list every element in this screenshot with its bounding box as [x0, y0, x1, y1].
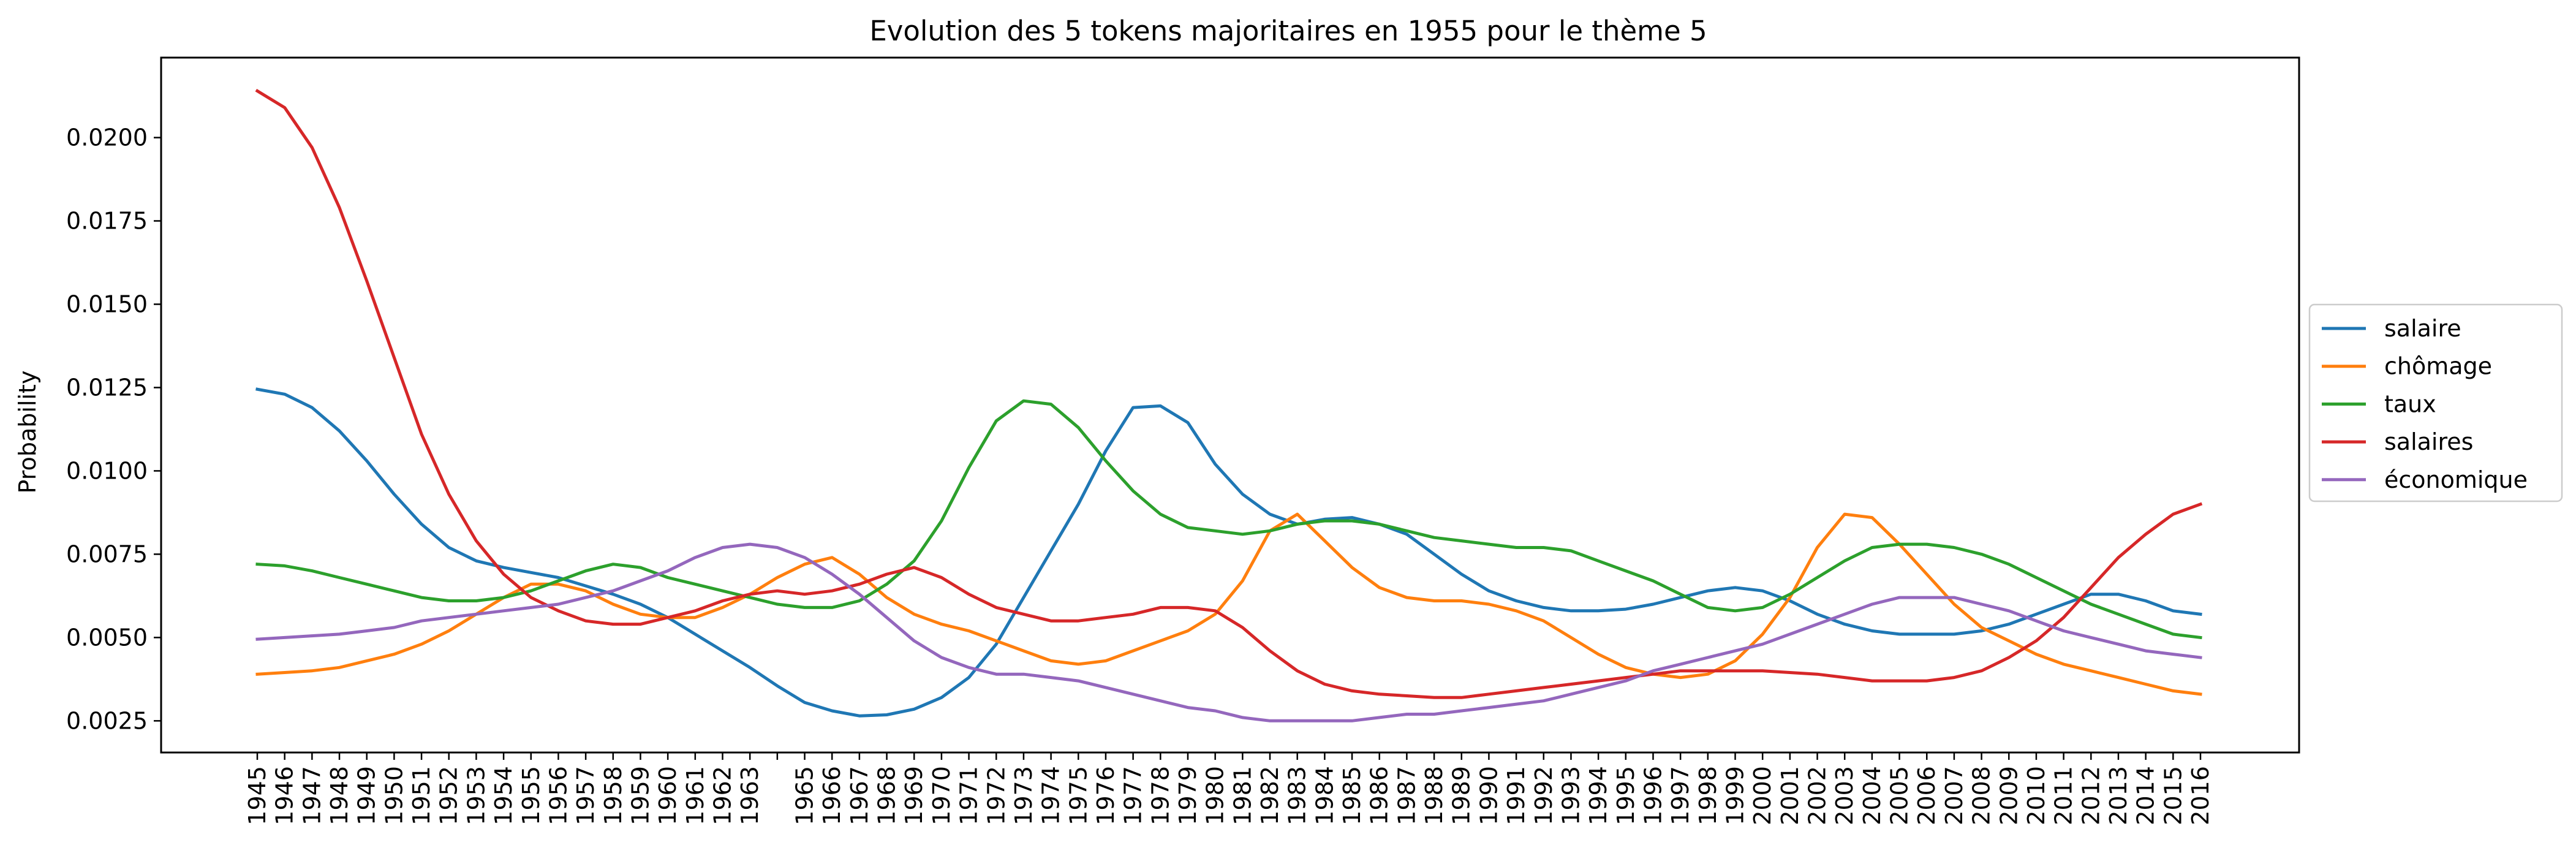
x-tick-label: 1958 [600, 766, 627, 825]
x-tick-label: 2015 [2159, 766, 2186, 825]
x-tick-label: 1961 [682, 766, 709, 825]
x-tick-label: 1945 [244, 766, 271, 825]
legend-label: salaire [2384, 315, 2461, 342]
series-line [255, 399, 2202, 640]
x-tick-label: 2008 [1968, 766, 1995, 825]
x-tick-label: 1969 [901, 766, 927, 825]
x-tick-label: 1950 [380, 766, 407, 825]
x-tick-label: 1981 [1229, 766, 1256, 825]
x-tick-label: 1956 [545, 766, 572, 825]
x-tick-label: 2001 [1777, 766, 1804, 825]
x-tick-label: 1968 [874, 766, 901, 825]
y-tick-label: 0.0125 [66, 374, 148, 401]
x-tick-label: 1975 [1065, 766, 1092, 825]
x-tick-label: 2013 [2105, 766, 2132, 825]
y-tick-label: 0.0075 [66, 540, 148, 567]
chart-title: Evolution des 5 tokens majoritaires en 1… [869, 15, 1707, 47]
x-tick-label: 1962 [709, 766, 736, 825]
x-tick-label: 1966 [818, 766, 845, 825]
x-tick-label: 2002 [1804, 766, 1831, 825]
x-tick-label: 1970 [928, 766, 955, 825]
x-tick-label: 1983 [1284, 766, 1311, 825]
x-tick-label: 1991 [1503, 766, 1530, 825]
x-tick-label: 1948 [326, 766, 353, 825]
x-tick-label: 2011 [2050, 766, 2077, 825]
x-tick-label: 1949 [353, 766, 380, 825]
x-tick-label: 2009 [1995, 766, 2022, 825]
x-tick-label: 1984 [1311, 766, 1338, 825]
x-tick-label: 1955 [518, 766, 545, 825]
x-tick-label: 1960 [654, 766, 681, 825]
x-tick-label: 1977 [1120, 766, 1147, 825]
x-tick-label: 1979 [1174, 766, 1201, 825]
y-tick-label: 0.0050 [66, 624, 148, 651]
x-tick-label: 1972 [983, 766, 1010, 825]
x-tick-label: 1974 [1038, 766, 1065, 825]
y-tick-label: 0.0175 [66, 208, 148, 235]
x-tick-label: 1986 [1366, 766, 1393, 825]
x-tick-label: 2005 [1886, 766, 1913, 825]
x-tick-label: 2014 [2132, 766, 2159, 825]
legend-label: salaires [2384, 428, 2473, 455]
x-axis: 1945 1946 1947 1948 1949 1950 1951 1952 1953 1954… [244, 753, 2214, 825]
y-tick-label: 0.0150 [66, 290, 148, 317]
series-line [255, 512, 2202, 696]
y-axis-label: Probability [14, 371, 41, 494]
x-tick-label: 1971 [956, 766, 983, 825]
x-tick-label: 1963 [736, 766, 763, 825]
x-tick-label: 1946 [271, 766, 298, 825]
x-tick-label: 1989 [1448, 766, 1475, 825]
x-tick-label: 1990 [1475, 766, 1502, 825]
legend-label: chômage [2384, 353, 2492, 380]
x-tick-label: 1947 [298, 766, 325, 825]
legend-label: économique [2384, 466, 2528, 493]
x-tick-label: 1976 [1092, 766, 1119, 825]
x-tick-label: 1982 [1256, 766, 1283, 825]
legend-frame [2308, 303, 2563, 502]
series-line [255, 542, 2202, 722]
x-tick-label: 1953 [463, 766, 489, 825]
x-tick-label: 1995 [1612, 766, 1639, 825]
series-line [255, 88, 2203, 699]
x-tick-label: 2016 [2187, 766, 2214, 825]
x-tick-label: 1988 [1421, 766, 1448, 825]
x-tick-label: 1997 [1667, 766, 1694, 825]
y-axis: 0.0025 0.0050 0.0075 0.0100 0.0125 0.0150 0.01… [66, 124, 161, 734]
plot-frame [160, 56, 2300, 754]
x-tick-label: 1999 [1722, 766, 1749, 825]
x-tick-label: 1959 [627, 766, 654, 825]
x-tick-label: 2006 [1913, 766, 1940, 825]
x-tick-label: 1957 [572, 766, 599, 825]
x-tick-label: 2012 [2077, 766, 2104, 825]
x-tick-label: 2000 [1749, 766, 1776, 825]
legend: salaire chômage taux salaires économique [2308, 303, 2563, 502]
y-tick-label: 0.0100 [66, 457, 148, 484]
x-tick-label: 1980 [1202, 766, 1229, 825]
x-tick-label: 1951 [408, 766, 435, 825]
y-tick-label: 0.0025 [66, 707, 148, 734]
x-tick-label: 1978 [1147, 766, 1174, 825]
x-tick-label: 1973 [1010, 766, 1037, 825]
x-tick-label: 1952 [436, 766, 463, 825]
x-tick-label: 2007 [1941, 766, 1968, 825]
x-tick-label: 2010 [2023, 766, 2050, 825]
x-tick-label: 2004 [1859, 766, 1886, 825]
x-tick-label: 1967 [846, 766, 873, 825]
x-tick-label: 1996 [1639, 766, 1666, 825]
series-line [255, 387, 2202, 718]
x-tick-label: 1998 [1694, 766, 1721, 825]
plot-lines [255, 88, 2203, 722]
x-tick-label: 1965 [791, 766, 818, 825]
x-tick-label: 1987 [1393, 766, 1420, 825]
x-tick-label: 1993 [1557, 766, 1584, 825]
x-tick-label: 2003 [1831, 766, 1858, 825]
x-tick-label: 1994 [1585, 766, 1612, 825]
legend-label: taux [2384, 390, 2436, 417]
x-tick-label: 1992 [1530, 766, 1557, 825]
x-tick-label: 1985 [1339, 766, 1365, 825]
y-tick-label: 0.0200 [66, 124, 148, 151]
x-tick-label: 1954 [490, 766, 517, 825]
